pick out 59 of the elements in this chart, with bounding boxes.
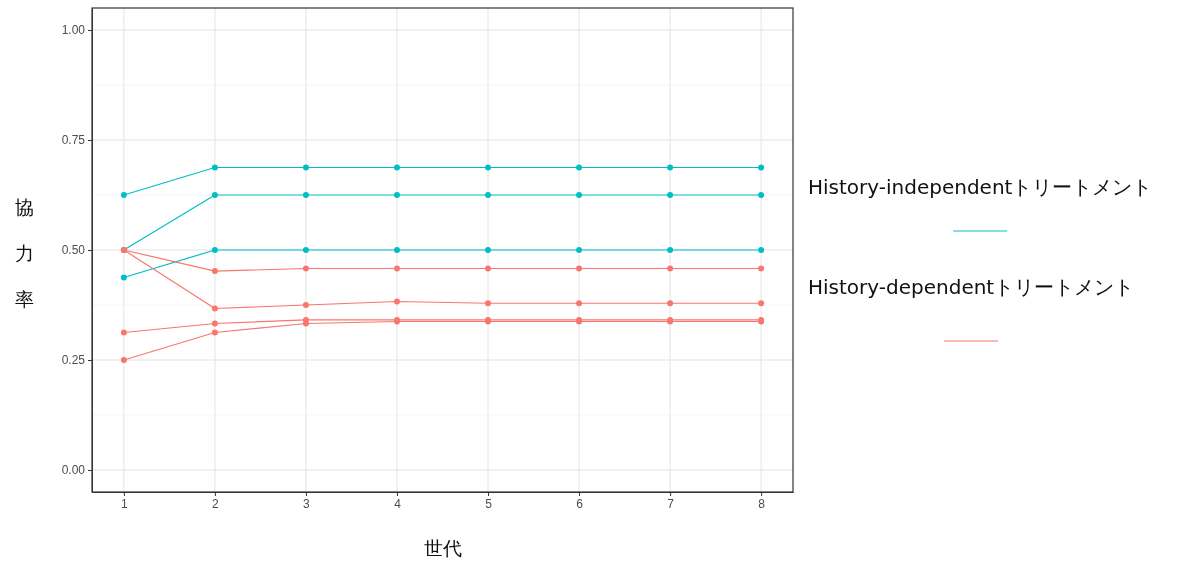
point — [576, 164, 583, 171]
point — [120, 192, 127, 198]
point — [667, 164, 674, 171]
point — [211, 164, 218, 171]
point — [758, 192, 765, 198]
x-axis-title: 世代 — [423, 537, 462, 559]
x-tick-label: 3 — [303, 496, 311, 511]
point — [485, 300, 492, 307]
point — [667, 300, 674, 307]
y-tick-label: 0.25 — [61, 353, 86, 368]
point — [211, 192, 218, 198]
point — [393, 265, 400, 272]
point — [302, 320, 309, 327]
point — [393, 164, 400, 171]
point — [120, 329, 127, 336]
point — [211, 305, 218, 312]
y-tick-label: 0.00 — [61, 463, 86, 478]
point — [576, 192, 583, 198]
y-tick-label: 0.50 — [61, 243, 86, 258]
x-tick-label: 7 — [667, 496, 675, 511]
point — [302, 302, 309, 308]
x-tick-label: 6 — [576, 496, 584, 511]
point — [667, 192, 674, 198]
point — [485, 164, 492, 171]
point — [576, 300, 583, 307]
text: History-independentトリートメント — [808, 175, 1153, 199]
point — [576, 265, 583, 272]
x-tick-label: 8 — [758, 496, 766, 511]
point — [485, 265, 492, 272]
point — [211, 329, 218, 336]
point — [485, 192, 492, 198]
point — [211, 268, 218, 275]
point — [758, 247, 765, 253]
x-tick-label: 1 — [121, 496, 129, 511]
point — [302, 247, 309, 253]
y-tick-label: 1.00 — [61, 23, 86, 38]
point — [302, 192, 309, 198]
text: 協力率 — [14, 196, 34, 310]
point — [393, 298, 400, 305]
point — [758, 164, 765, 171]
x-tick-label: 5 — [485, 496, 493, 511]
point — [120, 357, 127, 363]
point — [667, 247, 674, 253]
point — [393, 192, 400, 198]
point — [211, 247, 218, 253]
point — [758, 265, 765, 272]
point — [120, 274, 127, 281]
point — [302, 164, 309, 171]
point — [576, 247, 583, 253]
point — [302, 265, 309, 272]
point — [485, 247, 492, 253]
x-tick-label: 4 — [394, 496, 402, 511]
text: History-dependentトリートメント — [808, 275, 1135, 299]
point — [758, 300, 765, 307]
y-tick-label: 0.75 — [61, 133, 86, 148]
point — [211, 320, 218, 327]
x-tick-label: 2 — [212, 496, 220, 511]
point — [667, 265, 674, 272]
point — [393, 247, 400, 253]
